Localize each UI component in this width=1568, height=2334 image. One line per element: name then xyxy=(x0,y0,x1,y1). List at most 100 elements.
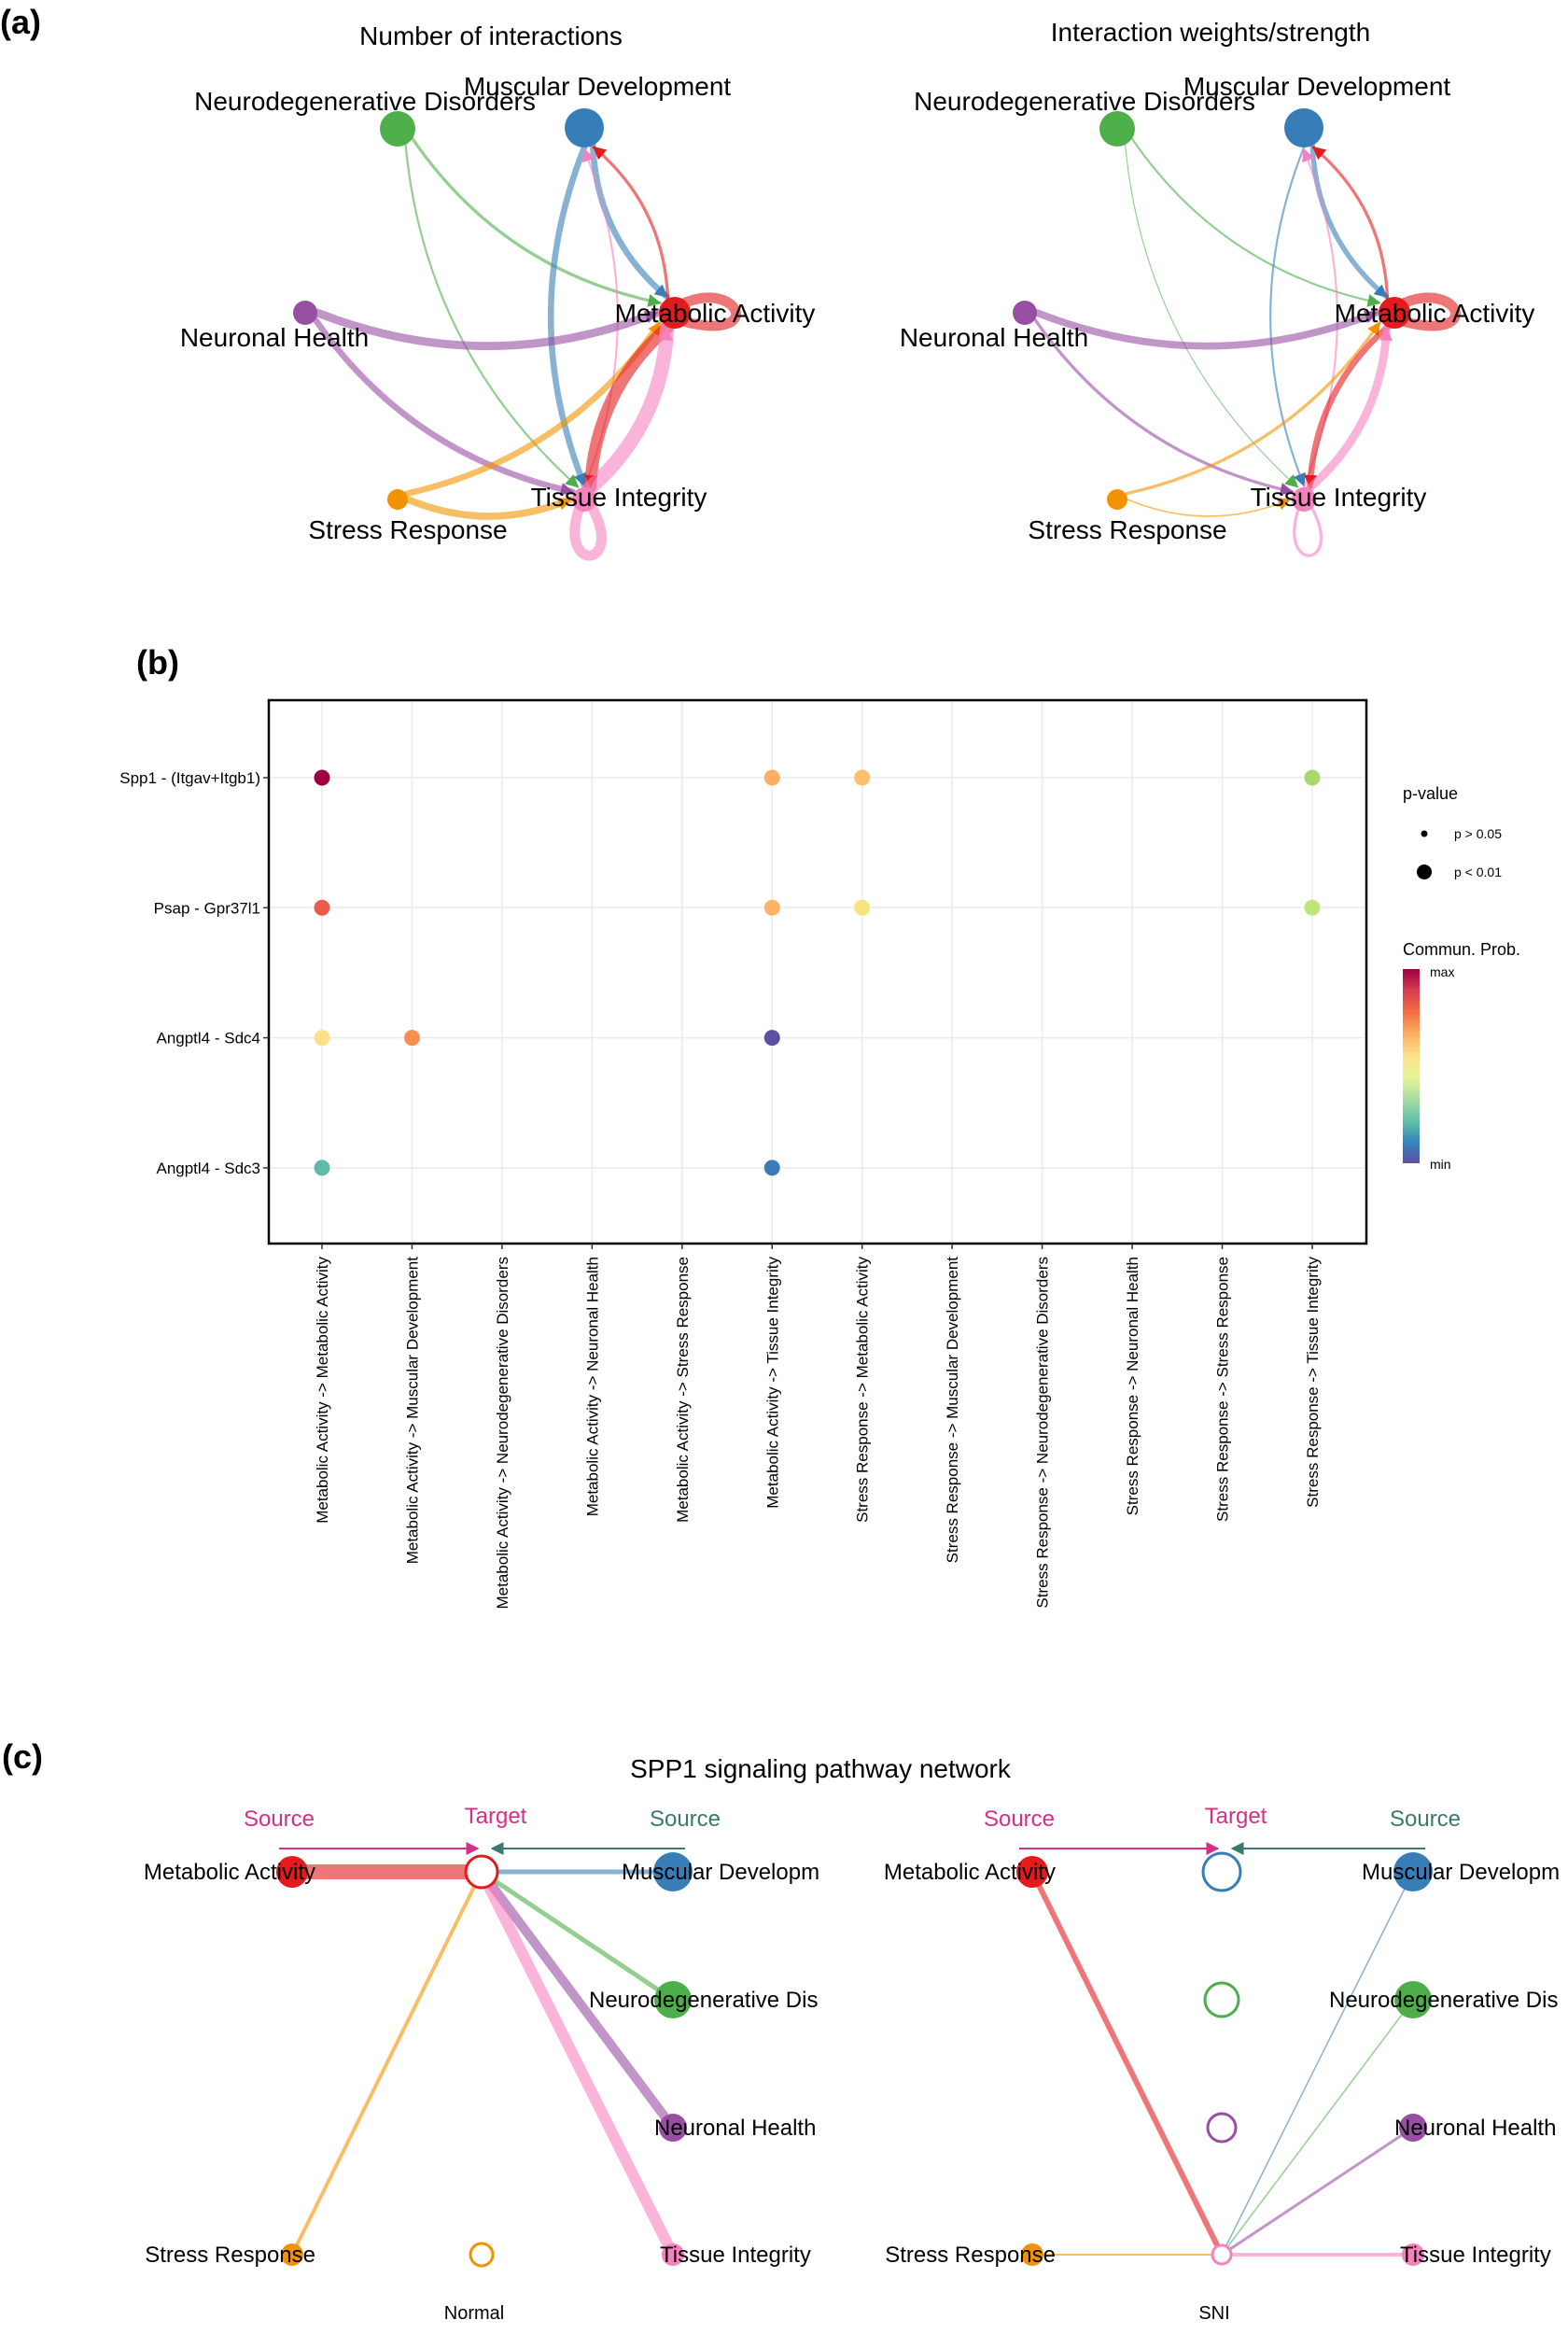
edge xyxy=(476,1869,679,2257)
node-label: Neuronal Health xyxy=(900,323,1088,352)
source-left-header: Source xyxy=(984,1807,1055,1832)
x-tick-label: Metabolic Activity -> Stress Response xyxy=(674,1257,692,1523)
node xyxy=(1107,489,1127,510)
edge xyxy=(1293,505,1323,557)
target-node xyxy=(1203,1981,1240,2018)
edge xyxy=(592,146,670,301)
source-left-header: Source xyxy=(244,1807,315,1832)
node-label: Stress Response xyxy=(1028,515,1226,544)
x-tick-label: Stress Response -> Metabolic Activity xyxy=(854,1257,872,1523)
dots xyxy=(314,769,1321,1176)
edge xyxy=(1130,137,1381,307)
source-node xyxy=(1399,2114,1427,2142)
node xyxy=(387,489,408,510)
y-tick-label: Spp1 - (Itgav+Itgb1) xyxy=(119,769,260,787)
hierarchy-normal: Source Target Source Metabolic Activity Stre… xyxy=(144,1804,819,2324)
edge xyxy=(404,496,574,520)
source-label: Muscular Developm xyxy=(1362,1860,1560,1885)
edge xyxy=(1127,498,1292,517)
target-node xyxy=(1201,1851,1242,1892)
node xyxy=(1099,111,1135,147)
panel-label-a: (a) xyxy=(0,3,41,41)
panel-label-b: (b) xyxy=(136,643,179,682)
network-title-count: Number of interactions xyxy=(359,21,623,50)
dot xyxy=(763,1160,780,1176)
node xyxy=(1292,487,1316,512)
source-label: Stress Response xyxy=(145,2243,315,2268)
dot xyxy=(314,769,330,786)
node-label: Metabolic Activity xyxy=(1335,299,1535,328)
source-label: Stress Response xyxy=(885,2243,1056,2268)
group-label: SNI xyxy=(1198,2303,1229,2324)
network-title-weight: Interaction weights/strength xyxy=(1051,18,1370,47)
edge xyxy=(480,1869,675,2003)
legend-size-item: p > 0.05 xyxy=(1454,826,1502,841)
edge xyxy=(1033,317,1295,496)
axes: Metabolic Activity -> Metabolic Activity… xyxy=(119,769,1322,1609)
source-label: Metabolic Activity xyxy=(144,1860,315,1885)
source-right-header: Source xyxy=(650,1807,721,1832)
node-label: Stress Response xyxy=(308,515,507,544)
target-header: Target xyxy=(1205,1804,1267,1829)
edge xyxy=(1033,309,1380,350)
grid xyxy=(271,702,1365,1242)
y-tick-label: Psap - Gpr37l1 xyxy=(154,899,260,917)
edge xyxy=(1221,1871,1414,2256)
edge xyxy=(1305,324,1393,493)
y-tick-label: Angptl4 - Sdc3 xyxy=(156,1160,260,1177)
x-tick-label: Metabolic Activity -> Neuronal Health xyxy=(583,1257,601,1516)
edge xyxy=(477,1869,678,2130)
edge xyxy=(589,142,670,301)
group-label: Normal xyxy=(444,2303,504,2324)
target-node xyxy=(464,1854,499,1890)
edge xyxy=(1221,2126,1414,2257)
edge xyxy=(1304,323,1391,490)
source-node xyxy=(276,1856,308,1888)
x-tick-label: Stress Response -> Neurodegenerative Dis… xyxy=(1034,1257,1052,1609)
target-node xyxy=(469,2242,495,2268)
panel-c-hierarchy: SPP1 signaling pathway network Source Tar… xyxy=(144,1754,1560,2324)
edge xyxy=(290,1871,483,2256)
legend-color-title: Commun. Prob. xyxy=(1403,940,1520,959)
colorbar-max-label: max xyxy=(1430,964,1454,979)
edge xyxy=(1124,144,1299,488)
edge xyxy=(547,144,588,489)
source-label: Neurodegenerative Dis xyxy=(589,1988,818,2013)
node-label: Neuronal Health xyxy=(180,323,369,352)
target-node xyxy=(1211,2243,1233,2266)
node xyxy=(572,487,596,512)
right-labels: Muscular Developm Neurodegenerative Dis Ne… xyxy=(1329,1860,1560,2268)
source-label: Neuronal Health xyxy=(654,2116,816,2141)
dot xyxy=(854,769,871,786)
panel-label-c: (c) xyxy=(2,1737,43,1776)
source-label: Neurodegenerative Dis xyxy=(1329,1988,1558,2013)
right-labels: Muscular Developm Neurodegenerative Dis Ne… xyxy=(589,1860,819,2268)
dot xyxy=(763,769,780,786)
node xyxy=(659,297,691,329)
x-tick-label: Stress Response -> Tissue Integrity xyxy=(1304,1257,1322,1508)
dot xyxy=(1304,769,1321,786)
edge xyxy=(674,292,741,331)
x-tick-label: Metabolic Activity -> Muscular Developme… xyxy=(403,1257,421,1565)
x-tick-label: Metabolic Activity -> Metabolic Activity xyxy=(314,1257,331,1524)
edge xyxy=(569,501,607,561)
node-label: Neurodegenerative Disorders xyxy=(914,87,1255,116)
panel-a-networks: Number of interactions Interaction weigh… xyxy=(180,18,1535,561)
source-node xyxy=(1016,1856,1048,1888)
source-label: Neuronal Health xyxy=(1394,2116,1556,2141)
legend: p-value p > 0.05 p < 0.01 Commun. Prob. … xyxy=(1403,784,1520,1172)
node xyxy=(1013,301,1037,325)
target-node xyxy=(1206,2112,1238,2144)
x-tick-label: Metabolic Activity -> Neurodegenerative … xyxy=(494,1257,511,1609)
x-tick-label: Stress Response -> Stress Response xyxy=(1214,1257,1232,1522)
dot xyxy=(854,899,871,916)
colorbar-min-label: min xyxy=(1430,1157,1451,1172)
source-node xyxy=(281,2243,303,2266)
y-tick-label: Angptl4 - Sdc4 xyxy=(156,1030,260,1047)
source-node xyxy=(1021,2243,1043,2266)
edge xyxy=(1124,320,1381,496)
node xyxy=(293,301,317,325)
panel-b-dotplot: Metabolic Activity -> Metabolic Activity… xyxy=(119,698,1520,1609)
node xyxy=(1284,108,1323,148)
